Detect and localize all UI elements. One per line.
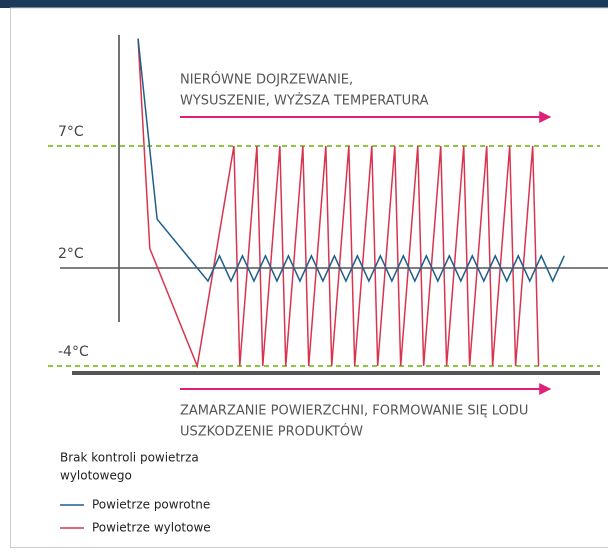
y-tick-label: -4°C <box>58 344 89 360</box>
plot: 7°C 2°C -4°C NIERÓWNE DOJRZEWANIE, WYSUSZENI… <box>48 38 608 535</box>
annotation: NIERÓWNE DOJRZEWANIE, <box>180 72 353 88</box>
series-line <box>137 38 565 283</box>
frame <box>10 7 608 548</box>
header-bar <box>0 0 608 8</box>
annotation: ZAMARZANIE POWIERZCHNI, FORMOWANIE SIĘ L… <box>180 404 528 419</box>
legend-title: Brak kontroli powietrza <box>60 451 199 465</box>
annotation: WYSUSZENIE, WYŻSZA TEMPERATURA <box>180 93 429 109</box>
series-line <box>137 38 540 369</box>
legend-label: Powietrze powrotne <box>92 498 210 512</box>
legend-title: wylotowego <box>60 469 132 483</box>
legend-label: Powietrze wylotowe <box>92 521 211 535</box>
y-tick-label: 2°C <box>58 246 84 262</box>
annotation: USZKODZENIE PRODUKTÓW <box>180 424 363 440</box>
y-tick-label: 7°C <box>58 124 84 140</box>
